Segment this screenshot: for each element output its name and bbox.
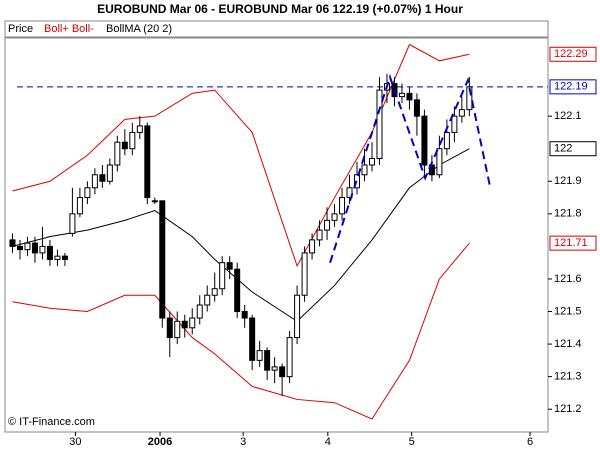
candle-body [294, 294, 301, 339]
candle-body [398, 92, 405, 98]
legend-entry: Boll+ Boll- [44, 23, 94, 35]
candle-body [339, 197, 346, 215]
legend-entry: BollMA (20 2) [106, 23, 172, 35]
candle-body [189, 317, 196, 329]
y-tick-label: 121.3 [554, 371, 582, 383]
candle-body [61, 255, 68, 260]
candle-body [249, 317, 256, 361]
price-badge [549, 141, 597, 157]
candle-body [368, 157, 375, 166]
band-line [12, 148, 470, 322]
candle-body [114, 141, 121, 166]
x-tick-label: 6 [527, 436, 533, 448]
candle-body [166, 317, 173, 339]
y-tick-label: 121.5 [554, 305, 582, 317]
candle-body [99, 174, 106, 182]
candle-body [256, 350, 263, 361]
candle-body [129, 131, 136, 150]
price-badge-label: 122.29 [554, 48, 588, 60]
candle-body [413, 99, 420, 117]
x-tick-label: 3 [240, 436, 246, 448]
footer: © IT-Finance.com [8, 416, 95, 428]
candle-body [331, 213, 338, 221]
candle-body [46, 245, 53, 260]
price-badge [549, 79, 597, 95]
candle-body [69, 213, 76, 234]
x-tick-label: 30 [69, 436, 81, 448]
candle-body [211, 288, 218, 296]
candle-body [174, 320, 181, 339]
x-tick-label: 4 [325, 436, 331, 448]
candle-body [159, 200, 166, 319]
candle-body [421, 115, 428, 166]
candle-body [279, 366, 286, 378]
band-line [12, 43, 470, 268]
candle-body [436, 148, 443, 176]
candle-body [324, 219, 331, 231]
candle-body [196, 304, 203, 319]
candle-body [406, 92, 413, 101]
candle-body [466, 86, 473, 111]
x-tick-label: 2006 [148, 436, 172, 448]
candle-body [84, 187, 91, 199]
legend-box [4, 20, 549, 38]
candle-body [24, 242, 31, 251]
candle-body [346, 187, 353, 199]
candle-body [39, 245, 46, 254]
price-badge-label: 122 [554, 143, 572, 155]
candle-body [136, 125, 143, 133]
candle-body [451, 115, 458, 133]
candle-body [264, 350, 271, 371]
band-line [12, 242, 470, 420]
chart-title: EUROBUND Mar 06 - EUROBUND Mar 06 122.19… [97, 2, 463, 16]
candle-body [241, 311, 248, 319]
candle-body [106, 164, 113, 182]
candle-body [144, 125, 151, 199]
candle-body [376, 89, 383, 159]
y-tick-label: 121.6 [554, 273, 582, 285]
candle-body [91, 174, 98, 189]
candle-body [9, 239, 16, 247]
candle-body [226, 262, 233, 270]
candle-body [361, 164, 368, 176]
candle-body [204, 294, 211, 306]
price-badge-label: 121.71 [554, 237, 588, 249]
legend-entry: Price [8, 23, 33, 35]
price-badge [549, 46, 597, 62]
candle-body [309, 239, 316, 254]
candle-body [151, 200, 158, 203]
pattern-line [329, 73, 491, 263]
candle-body [31, 242, 38, 254]
y-tick-label: 121.9 [554, 175, 582, 187]
candle-body [271, 366, 278, 371]
candle-body [316, 229, 323, 241]
price-badge-label: 122.19 [554, 81, 588, 93]
plot-frame [4, 37, 549, 433]
candle-body [76, 197, 83, 215]
candle-body [121, 141, 128, 150]
candle-body [458, 109, 465, 117]
candle-body [301, 252, 308, 296]
candle-body [16, 245, 23, 251]
y-tick-label: 121.8 [554, 208, 582, 220]
candle-body [286, 337, 293, 378]
price-badge [549, 235, 597, 251]
y-tick-label: 121.2 [554, 403, 582, 415]
candle-body [54, 255, 61, 260]
candle-body [234, 268, 241, 313]
y-tick-label: 122.1 [554, 110, 582, 122]
x-tick-label: 5 [409, 436, 415, 448]
candle-body [219, 262, 226, 290]
candle-body [443, 131, 450, 150]
y-tick-label: 121.4 [554, 338, 582, 350]
candle-body [181, 320, 188, 329]
